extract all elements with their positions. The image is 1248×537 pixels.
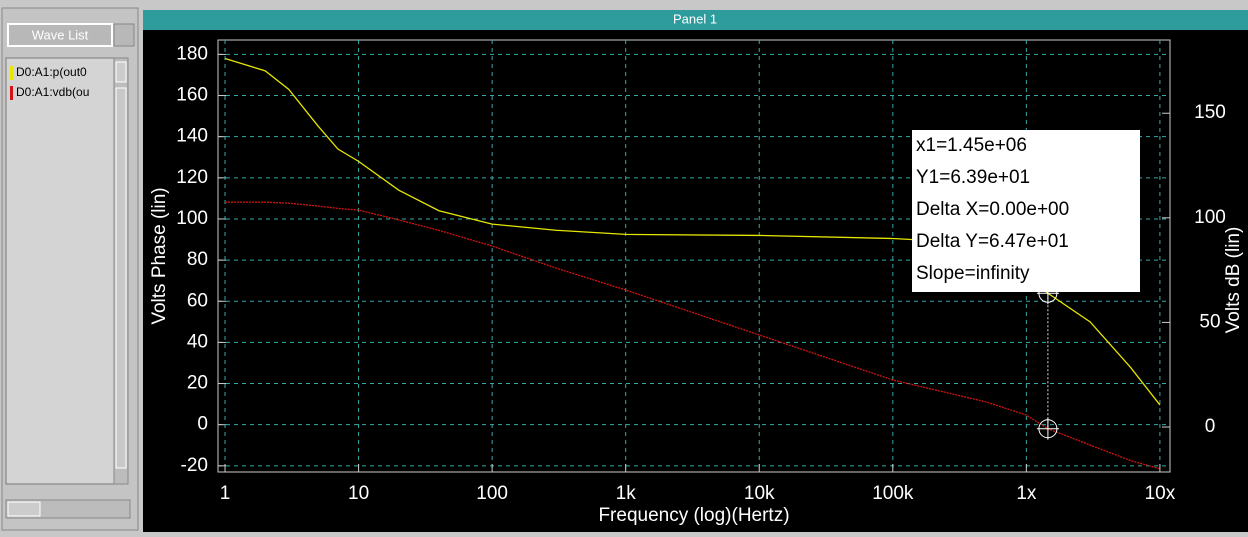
x-tick-label: 1: [220, 483, 231, 504]
plot-layer: -20 0 20 40 60 80 100 120 140 160 180 0 50 100 150 1 10 1…: [176, 40, 1226, 504]
y-tick-label: 80: [187, 249, 208, 270]
wave-list-button[interactable]: [7, 23, 113, 47]
x-tick-label: 10: [348, 483, 369, 504]
x-tick-label: 10x: [1145, 483, 1176, 504]
x-tick-label: 100k: [872, 483, 914, 504]
x-tick-label: 100: [476, 483, 508, 504]
v-scroll-thumb[interactable]: [115, 87, 127, 469]
cursor-readout-line: x1=1.45e+06: [916, 135, 1027, 156]
legend-swatch: [10, 66, 13, 80]
panel-title-bar: [143, 10, 1248, 30]
y2-tick-label: 100: [1194, 207, 1226, 228]
y-tick-label: 40: [187, 331, 208, 352]
y-axis-label: Volts Phase (lin): [149, 187, 170, 324]
y-tick-label: 60: [187, 290, 208, 311]
panel-toggle[interactable]: [113, 23, 135, 47]
cursor-readout-line: Delta X=0.00e+00: [916, 199, 1069, 220]
x-tick-label: 1x: [1016, 483, 1037, 504]
y-tick-label: 180: [176, 43, 208, 64]
wave-list-button-label: Wave List: [32, 27, 89, 42]
y-tick-label: 140: [176, 126, 208, 147]
y-tick-label: -20: [181, 455, 208, 476]
v-scroll-up[interactable]: [115, 61, 127, 83]
y2-tick-label: 50: [1199, 311, 1220, 332]
plot-frame: [217, 39, 1171, 473]
y-tick-label: 160: [176, 85, 208, 106]
wave-list-box: [5, 57, 115, 485]
y2-tick-label: 150: [1194, 102, 1226, 123]
x-tick-label: 10k: [744, 483, 775, 504]
legend-label: D0:A1:p(out0: [16, 65, 87, 79]
legend-swatch: [10, 86, 13, 100]
cursor-readout-line: Y1=6.39e+01: [916, 167, 1030, 188]
y-tick-label: 20: [187, 373, 208, 394]
panel-title: Panel 1: [673, 11, 717, 26]
x-tick-label: 1k: [616, 483, 637, 504]
x-axis-label: Frequency (log)(Hertz): [598, 505, 789, 526]
cursor-readout-line: Slope=infinity: [916, 263, 1030, 284]
y-tick-label: 100: [176, 208, 208, 229]
y2-axis-label: Volts dB (lin): [1223, 227, 1244, 334]
y-tick-label: 0: [197, 414, 208, 435]
h-scroll-thumb[interactable]: [7, 501, 41, 517]
cursor-readout-box: [912, 130, 1140, 292]
y2-tick-label: 0: [1205, 416, 1216, 437]
y-tick-label: 120: [176, 167, 208, 188]
legend-label: D0:A1:vdb(ou: [16, 85, 89, 99]
legend: D0:A1:p(out0 D0:A1:vdb(ou: [10, 65, 89, 100]
cursor-readout-line: Delta Y=6.47e+01: [916, 231, 1069, 252]
